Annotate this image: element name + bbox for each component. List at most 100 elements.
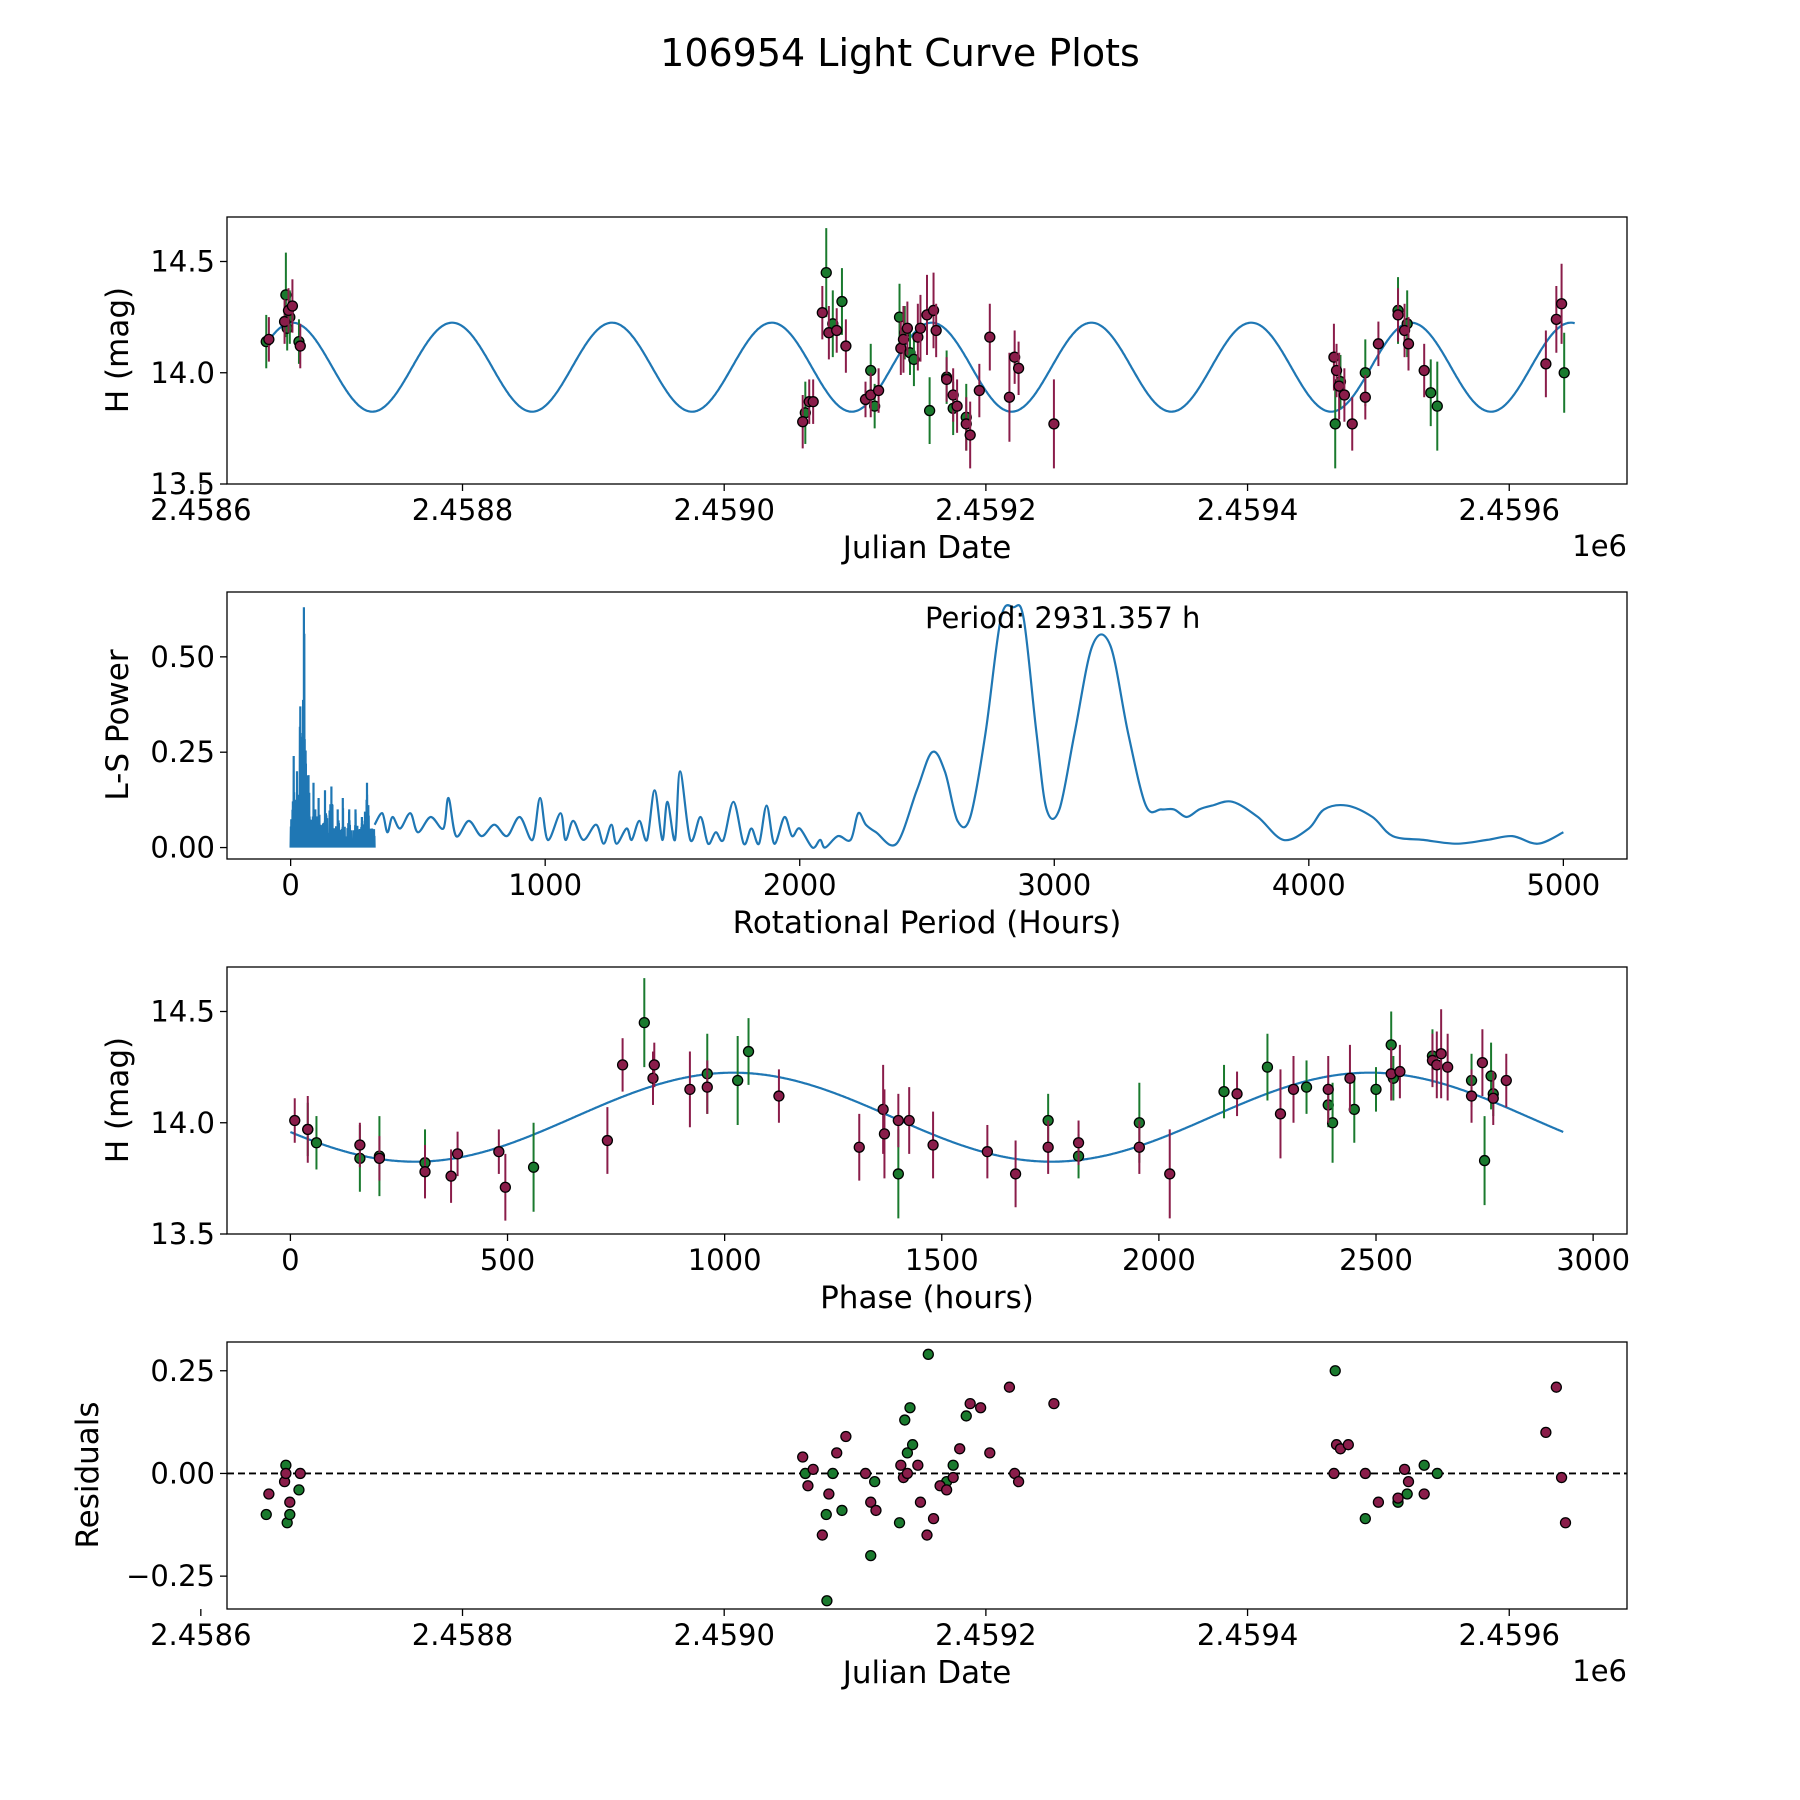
panel-residuals-point-o [280, 1467, 292, 1480]
panel-residuals-point-o [807, 1463, 819, 1475]
panel-light-curve-point-o [1003, 391, 1016, 403]
panel-light-curve-point-o [1402, 338, 1415, 350]
panel-residuals-point-g [1431, 1467, 1443, 1480]
panel-light-curve-point-o [294, 340, 306, 352]
panel-phased-ytick-label: 13.5 [150, 1217, 215, 1251]
panel-light-curve-xtick-label: 2.4592 [935, 493, 1036, 527]
panel-phased-point-g [732, 1074, 744, 1087]
panel-phased-point-o [684, 1083, 696, 1096]
panel-phased-point-o [289, 1114, 301, 1127]
panel-phased-point-g [1478, 1154, 1491, 1167]
panel-light-curve-point-o [1333, 380, 1345, 392]
panel-phased-ylabel: H (mag) [100, 1037, 136, 1163]
panel-light-curve-point-o [1398, 324, 1411, 337]
panel-residuals-point-g [899, 1414, 911, 1426]
panel-light-curve-point-o [897, 333, 910, 346]
panel-light-curve-point-o [1392, 309, 1404, 321]
panel-light-curve-point-g [1425, 387, 1437, 399]
panel-phased-point-o [1322, 1083, 1334, 1096]
panel-light-curve-series [260, 228, 1575, 469]
panel-phased-point-o [648, 1059, 660, 1071]
panel-phased-point-o [878, 1128, 891, 1140]
panel-residuals-xtick-label: 2.4592 [935, 1618, 1036, 1652]
panel-light-curve-point-o [960, 418, 972, 430]
panel-light-curve-point-o [1550, 313, 1562, 326]
panel-periodogram-power-curve [373, 604, 1564, 849]
panel-residuals-xtick-label: 2.4588 [412, 1618, 513, 1652]
panel-phased-series [289, 978, 1564, 1221]
panel-residuals-series [227, 1348, 1627, 1607]
panel-phased-point-g [1218, 1085, 1230, 1098]
panel-phased-point-o [981, 1146, 994, 1158]
panel-phased-point-o [1476, 1057, 1489, 1069]
panel-residuals-point-o [895, 1459, 907, 1471]
panel-light-curve-point-o [930, 324, 942, 337]
panel-phased-point-o [499, 1181, 511, 1193]
panel-phased-point-g [742, 1045, 755, 1058]
panel-residuals-xtick-label: 2.4596 [1459, 1618, 1560, 1652]
panel-phased-point-g [527, 1161, 540, 1173]
panel-phased-xtick-label: 1000 [688, 1243, 762, 1277]
panel-phased-point-g [1370, 1083, 1382, 1096]
panel-residuals-xlabel: Julian Date [841, 1655, 1012, 1691]
panel-residuals-point-o [1418, 1488, 1430, 1500]
panel-residuals-point-o [816, 1529, 828, 1541]
panel-phased-point-o [1487, 1092, 1499, 1104]
panel-periodogram-dense-trace [289, 607, 376, 848]
panel-periodogram-frame [226, 591, 1628, 860]
panel-light-curve-xtick-label: 2.4594 [1197, 493, 1298, 527]
panel-residuals-point-g [906, 1439, 919, 1451]
panel-residuals-point-o [954, 1443, 966, 1455]
panel-residuals-point-g [893, 1517, 906, 1529]
panel-phased-point-g [310, 1137, 323, 1149]
panel-light-curve-point-o [278, 315, 291, 328]
panel-residuals-point-o [1048, 1397, 1060, 1410]
panel-phased-point-o [647, 1072, 659, 1084]
panel-phased-point-o [451, 1148, 464, 1160]
panel-periodogram-xtick-label: 2000 [763, 868, 837, 902]
panel-phased-xtick-label: 0 [281, 1243, 299, 1277]
panel-phased-xtick-label: 2500 [1339, 1243, 1413, 1277]
panel-phased-point-o [1500, 1074, 1512, 1087]
panel-phased-point-g [1300, 1081, 1313, 1093]
panel-residuals-frame [226, 1341, 1628, 1610]
panel-residuals-point-o [1398, 1463, 1411, 1475]
panel-residuals-point-o [1003, 1381, 1016, 1393]
panel-residuals-point-g [827, 1467, 839, 1480]
panel-phased-point-o [1442, 1061, 1454, 1073]
panel-light-curve-xtick-label: 2.4590 [673, 493, 774, 527]
panel-residuals-point-o [927, 1512, 940, 1525]
panel-residuals-xtick-label: 2.4594 [1197, 1618, 1298, 1652]
panel-residuals-point-o [1559, 1517, 1572, 1529]
panel-phased-point-o [1394, 1065, 1406, 1078]
panel-light-curve-point-o [947, 389, 959, 401]
panel-residuals-point-g [1329, 1365, 1341, 1377]
panel-light-curve-point-o [973, 384, 985, 397]
panel-residuals-point-o [865, 1496, 877, 1508]
panel-phased-frame [226, 966, 1628, 1235]
panel-phased-point-o [1133, 1141, 1145, 1153]
panel-residuals-point-o [1392, 1492, 1404, 1504]
panel-phased-point-g [1485, 1070, 1497, 1082]
panel-phased-xtick-label: 500 [480, 1243, 535, 1277]
panel-residuals-point-o [870, 1504, 882, 1517]
panel-phased-xtick-label: 2000 [1122, 1243, 1196, 1277]
panel-residuals-point-o [1372, 1496, 1385, 1508]
panel-residuals-ytick-label: 0.25 [150, 1354, 215, 1388]
panel-light-curve-point-o [840, 340, 852, 352]
panel-periodogram-series [289, 604, 1564, 849]
panel-residuals-ticks: 2.4586 2.4588 2.4590 2.4592 2.4594 2.4596 −0.2… [126, 1354, 1560, 1652]
panel-light-curve-xlabel: Julian Date [841, 530, 1012, 566]
panel-phased-point-o [877, 1103, 889, 1116]
panel-phased-point-o [302, 1123, 314, 1136]
panel-light-curve-point-o [964, 429, 976, 441]
panel-residuals-point-o [1012, 1476, 1025, 1488]
panel-residuals-point-g [821, 1595, 833, 1607]
panel-residuals-point-o [294, 1467, 306, 1480]
panel-light-curve-xtick-label: 2.4586 [150, 493, 251, 527]
panel-periodogram-ylabel: L-S Power [100, 649, 136, 800]
panel-phased: 0 500 1000 1500 2000 2500 3000 13.5 14.0 14.5 Pha… [100, 966, 1630, 1316]
panel-light-curve-point-g [908, 353, 920, 366]
panel-light-curve-point-g [1431, 400, 1443, 412]
panel-light-curve-point-o [1359, 391, 1371, 403]
